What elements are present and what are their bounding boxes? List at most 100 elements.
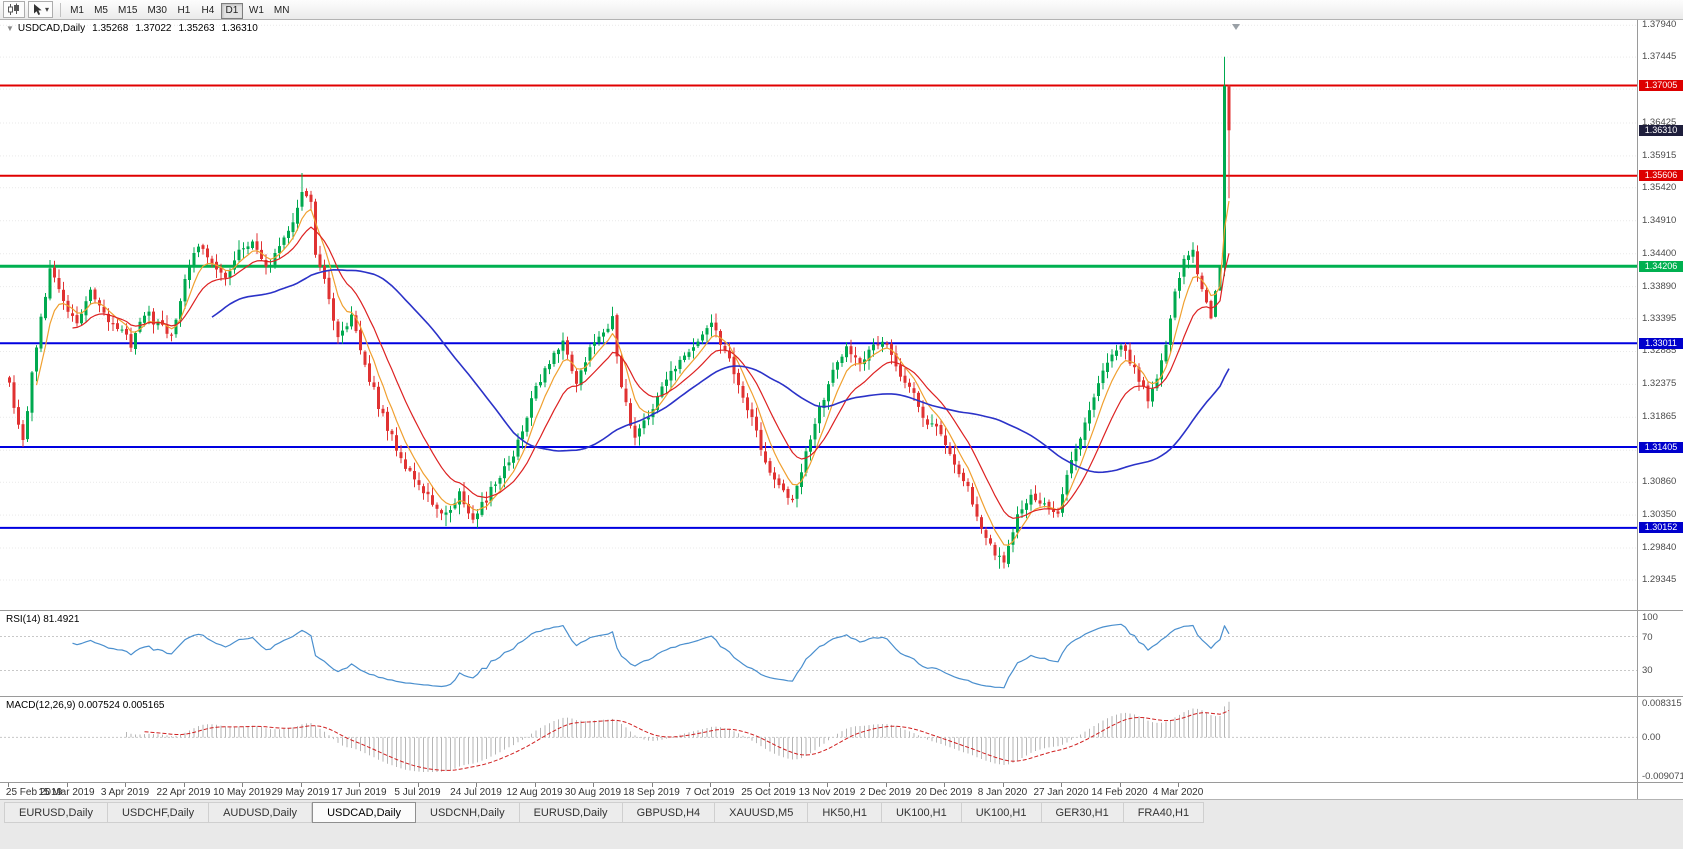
rsi-line [72, 623, 1230, 689]
time-axis-label: 25 Feb 2019 [5, 787, 63, 798]
price-axis-label: 1.34400 [1642, 248, 1677, 259]
chart-tab-hk50-h1[interactable]: HK50,H1 [808, 802, 882, 823]
time-axis-label: 17 Jun 2019 [331, 787, 387, 798]
timeframe-button-m15[interactable]: M15 [114, 3, 141, 19]
time-axis-tick [242, 783, 243, 787]
dropdown-caret-icon: ▾ [45, 5, 50, 14]
time-axis-label: 24 Jul 2019 [450, 787, 502, 798]
timeframe-button-h4[interactable]: H4 [197, 3, 219, 19]
price-axis-label: 1.32885 [1642, 345, 1677, 356]
time-axis-label: 4 Mar 2020 [1152, 787, 1204, 798]
macd-axis-label: 0.008315 [1642, 698, 1682, 709]
time-axis-tick [417, 783, 419, 787]
symbol-readout: ▼ USDCAD,Daily 1.35268 1.37022 1.35263 1.3631… [6, 23, 258, 34]
time-axis-label: 30 Aug 2019 [564, 787, 622, 798]
rsi-axis-label: 30 [1642, 665, 1653, 676]
chart-tab-uk100-h1[interactable]: UK100,H1 [881, 802, 962, 823]
main-chart-panel[interactable]: ▼ USDCAD,Daily 1.35268 1.37022 1.35263 1.3631… [0, 19, 1683, 610]
price-axis-label: 1.30350 [1642, 509, 1677, 520]
cursor-tool-icon [34, 4, 42, 15]
time-axis-label: 22 Apr 2019 [156, 787, 211, 798]
toolbar: ▾ M1 M5 M15 M30 H1 H4 D1 W1 MN [0, 0, 1683, 20]
time-axis-label: 27 Jan 2020 [1033, 787, 1089, 798]
cursor-tool-dropdown[interactable]: ▾ [28, 1, 54, 18]
time-axis-tick [827, 783, 828, 787]
price-axis-label: 1.37940 [1642, 19, 1677, 30]
time-axis-label: 18 Sep 2019 [623, 787, 680, 798]
chart-window-button[interactable] [3, 1, 25, 18]
time-axis-label: 29 May 2019 [271, 787, 330, 798]
price-axis-label: 1.37445 [1642, 51, 1677, 62]
chart-tab-eurusd-daily[interactable]: EURUSD,Daily [519, 802, 623, 823]
time-axis-tick [183, 783, 185, 787]
candles [8, 56, 1231, 569]
price-line-badge: 1.30152 [1639, 522, 1683, 533]
time-axis-tick [534, 783, 536, 787]
chart-tab-ger30-h1[interactable]: GER30,H1 [1041, 802, 1124, 823]
time-axis-label: 12 Aug 2019 [506, 787, 563, 798]
chart-tab-eurusd-daily[interactable]: EURUSD,Daily [4, 802, 108, 823]
ohlc-high: 1.37022 [135, 23, 172, 34]
macd-canvas [0, 701, 1637, 772]
chart-tab-usdcad-daily[interactable]: USDCAD,Daily [312, 802, 417, 823]
time-axis-tick [885, 783, 887, 787]
chart-tab-audusd-daily[interactable]: AUDUSD,Daily [209, 802, 313, 823]
rsi-canvas [0, 623, 1637, 689]
timeframe-button-w1[interactable]: W1 [245, 3, 268, 19]
macd-axis-label: -0.009071 [1642, 771, 1683, 782]
chart-tab-usdchf-daily[interactable]: USDCHF,Daily [107, 802, 210, 823]
chart-tab-fra40-h1[interactable]: FRA40,H1 [1123, 802, 1205, 823]
price-line-badge: 1.35606 [1639, 170, 1683, 181]
time-axis-label: 8 Jan 2020 [977, 787, 1028, 798]
chart-tab-xauusd-m5[interactable]: XAUUSD,M5 [715, 802, 809, 823]
time-axis-tick [359, 783, 360, 787]
rsi-axis-label: 70 [1642, 632, 1653, 643]
time-axis-label: 10 May 2019 [213, 787, 271, 798]
ohlc-low: 1.35263 [178, 23, 215, 34]
time-axis-tick [476, 783, 477, 787]
time-axis[interactable]: 25 Feb 2019 15 Mar 2019 3 Apr 2019 22 Apr 2… [0, 782, 1683, 799]
time-axis-label: 3 Apr 2019 [100, 787, 150, 798]
chart-shift-marker[interactable] [1232, 24, 1240, 30]
time-axis-label: 13 Nov 2019 [798, 787, 856, 798]
toolbar-separator [60, 2, 62, 17]
price-axis-divider [1637, 20, 1638, 799]
price-line-badge: 1.33011 [1639, 338, 1683, 349]
rsi-panel[interactable]: RSI(14) 81.4921 100 70 30 [0, 610, 1683, 696]
time-axis-tick [1002, 783, 1004, 787]
moving-average-slow [211, 269, 1230, 474]
chart-tab-uk100-h1[interactable]: UK100,H1 [961, 802, 1042, 823]
macd-panel[interactable]: MACD(12,26,9) 0.007524 0.005165 0.008315… [0, 696, 1683, 782]
time-axis-label: 2 Dec 2019 [859, 787, 912, 798]
timeframe-button-m1[interactable]: M1 [66, 3, 88, 19]
time-axis-tick [944, 783, 945, 787]
macd-histogram [126, 701, 1230, 772]
macd-label: MACD(12,26,9) [6, 700, 76, 711]
time-axis-label: 20 Dec 2019 [915, 787, 973, 798]
chart-tab-gbpusd-h4[interactable]: GBPUSD,H4 [622, 802, 716, 823]
time-axis-tick [125, 783, 126, 787]
time-axis-tick [710, 783, 711, 787]
main-chart-canvas[interactable] [0, 20, 1637, 610]
timeframe-button-m5[interactable]: M5 [90, 3, 112, 19]
current-price-badge: 1.36310 [1639, 125, 1683, 136]
macd-axis-label: 0.00 [1642, 732, 1661, 743]
chart-tab-usdcnh-daily[interactable]: USDCNH,Daily [416, 802, 520, 823]
price-line-badge: 1.31405 [1639, 442, 1683, 453]
time-axis-tick [8, 783, 9, 787]
collapse-triangle-icon[interactable]: ▼ [6, 24, 14, 33]
ohlc-open: 1.35268 [92, 23, 129, 34]
time-axis-tick [1061, 783, 1062, 787]
time-axis-tick [300, 783, 302, 787]
time-axis-label: 5 Jul 2019 [394, 787, 441, 798]
timeframe-button-h1[interactable]: H1 [173, 3, 195, 19]
timeframe-button-d1[interactable]: D1 [220, 2, 243, 19]
price-axis-label: 1.35420 [1642, 182, 1677, 193]
time-axis-label: 14 Feb 2020 [1091, 787, 1148, 798]
time-axis-tick [1178, 783, 1179, 787]
price-axis-label: 1.35915 [1642, 150, 1677, 161]
timeframe-button-mn[interactable]: MN [270, 3, 294, 19]
time-axis-tick [651, 783, 653, 787]
timeframe-button-m30[interactable]: M30 [143, 3, 170, 19]
chart-tab-bar: EURUSD,Daily USDCHF,Daily AUDUSD,Daily USDC… [0, 799, 1683, 849]
